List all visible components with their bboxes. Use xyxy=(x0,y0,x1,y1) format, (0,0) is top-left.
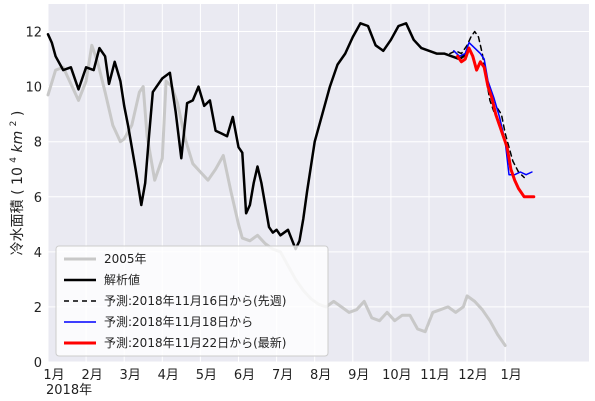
y-tick-label-3: 6 xyxy=(34,191,42,206)
ylabel-unit: km xyxy=(10,131,26,153)
ylabel-exp2: 2 xyxy=(9,121,19,127)
series-line-1 xyxy=(46,22,469,251)
legend-label-1: 解析値 xyxy=(104,272,140,287)
y-tick-labels: 0 2 4 6 8 10 12 xyxy=(25,26,42,371)
legend-label-4: 予測:2018年11月22日から(最新) xyxy=(104,335,287,350)
x-tick-label-12: 1月 xyxy=(501,368,522,383)
y-tick-label-2: 4 xyxy=(34,246,42,261)
y-tick-label-5: 10 xyxy=(25,81,42,96)
x-tick-label-11: 12月 xyxy=(458,368,488,383)
y-tick-label-4: 8 xyxy=(34,136,42,151)
ylabel-exp1: 4 xyxy=(9,157,19,163)
series-line-4 xyxy=(456,46,536,199)
x-tick-label-1: 2月 xyxy=(81,368,102,383)
ylabel-paren-close: ) xyxy=(10,111,26,116)
series-line-3 xyxy=(453,41,533,176)
ylabel-paren-open: ( xyxy=(10,189,26,194)
y-tick-label-0: 0 xyxy=(34,356,42,371)
ylabel-base: 10 xyxy=(10,167,26,185)
legend-label-0: 2005年 xyxy=(104,252,147,266)
series-line-0 xyxy=(46,43,507,347)
x-tick-label-5: 6月 xyxy=(234,368,255,383)
y-tick-label-6: 12 xyxy=(25,26,42,41)
x-tick-label-3: 4月 xyxy=(158,368,179,383)
legend-label-3: 予測:2018年11月18日から xyxy=(104,315,253,329)
x-tick-label-9: 10月 xyxy=(382,368,412,383)
legend-box xyxy=(55,245,329,357)
x-tick-label-2: 3月 xyxy=(120,368,141,383)
series-layer xyxy=(46,22,536,347)
x-tick-label-6: 7月 xyxy=(272,368,293,383)
x-tick-label-4: 5月 xyxy=(196,368,217,383)
x-tick-label-10: 11月 xyxy=(420,368,450,383)
x-tick-label-0: 1月 xyxy=(43,368,64,383)
x-tick-label-7: 8月 xyxy=(310,368,331,383)
ylabel-main: 冷水面積 xyxy=(10,199,26,255)
year-label: 2018年 xyxy=(46,383,92,398)
x-tick-labels: 1月 2月 3月 4月 5月 6月 7月 8月 9月 10月 11月 12月 1月 xyxy=(43,368,521,383)
y-tick-label-1: 2 xyxy=(34,301,42,316)
x-tick-label-8: 9月 xyxy=(348,368,369,383)
y-axis-label: 冷水面積 ( 10 4 km 2 ) xyxy=(4,111,26,256)
legend-label-2: 予測:2018年11月16日から(先週) xyxy=(104,294,287,308)
